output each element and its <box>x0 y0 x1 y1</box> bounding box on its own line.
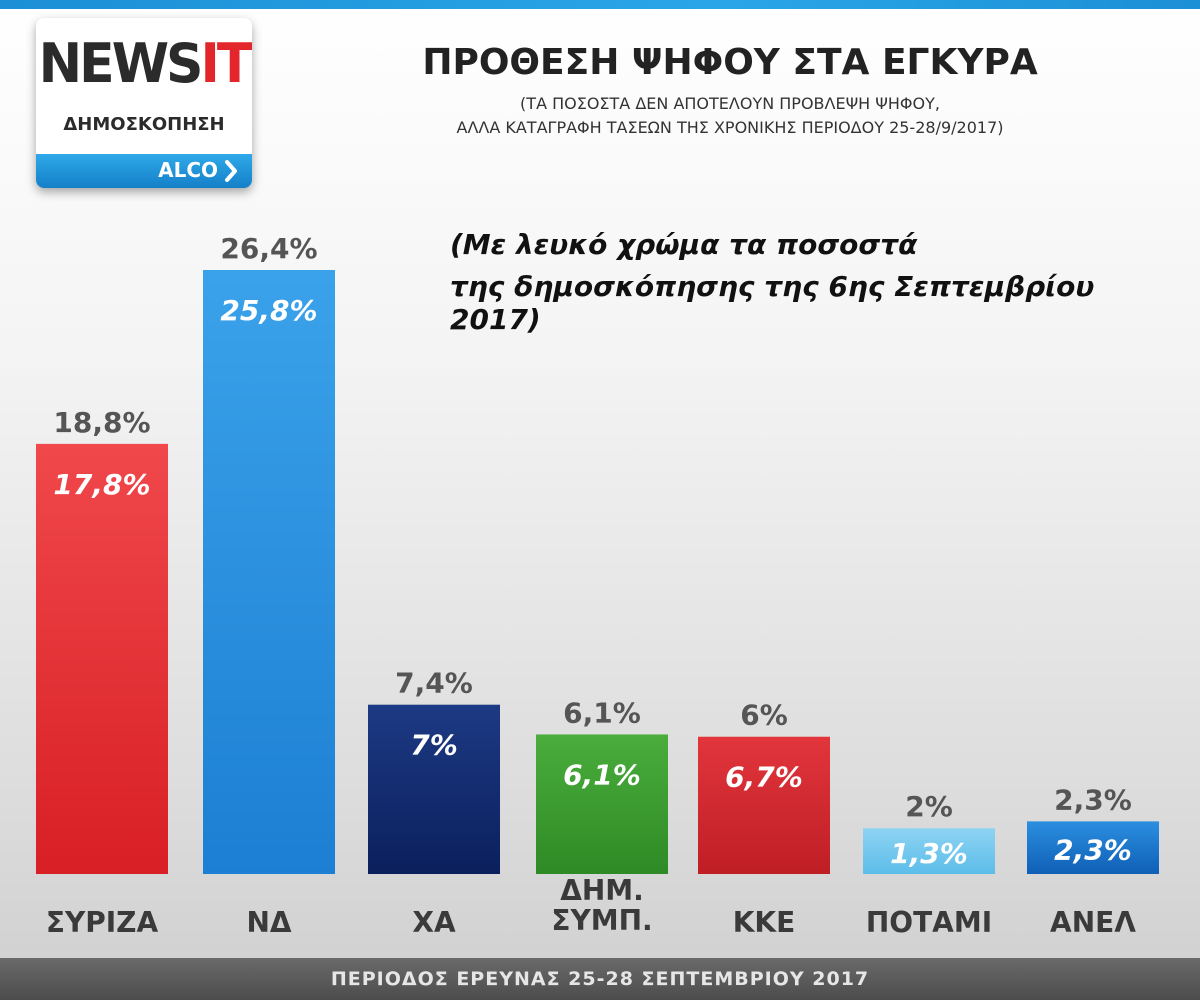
category-label-2-0: ΧΑ <box>412 906 456 939</box>
category-label-6-0: ΑΝΕΛ <box>1050 906 1136 939</box>
category-label-4-0: ΚΚΕ <box>733 906 796 939</box>
bar-2 <box>368 704 500 874</box>
previous-label-1: 25,8% <box>220 294 317 327</box>
previous-label-5: 1,3% <box>890 837 968 870</box>
category-label-1-0: ΝΔ <box>246 906 291 939</box>
previous-label-2: 7% <box>410 729 458 762</box>
chevron-right-icon <box>225 160 237 182</box>
category-label-0-0: ΣΥΡΙΖΑ <box>46 906 159 939</box>
bar-0 <box>36 443 168 874</box>
category-label-5-0: ΠΟΤΑΜΙ <box>866 906 992 939</box>
value-label-4: 6% <box>740 699 788 732</box>
footer-text: ΠΕΡΙΟΔΟΣ ΕΡΕΥΝΑΣ 25-28 ΣΕΠΤΕΜΒΡΙΟΥ 2017 <box>330 968 870 990</box>
value-label-6: 2,3% <box>1054 783 1132 816</box>
chart-subtitle-line2: ΑΛΛΑ ΚΑΤΑΓΡΑΦΗ ΤΑΣΕΩΝ ΤΗΣ ΧΡΟΝΙΚΗΣ ΠΕΡΙΟ… <box>456 118 1004 137</box>
bar-1 <box>203 270 335 874</box>
logo-wordmark: NEWSIT <box>38 32 252 96</box>
previous-label-0: 17,8% <box>53 468 150 501</box>
value-label-0: 18,8% <box>53 406 150 439</box>
value-label-1: 26,4% <box>220 232 317 265</box>
top-stripe <box>0 0 1200 9</box>
value-label-2: 7,4% <box>395 667 473 700</box>
logo-subtitle: ΔΗΜΟΣΚΟΠΗΣΗ <box>63 114 225 135</box>
logo-partner-band: ALCO <box>36 154 252 188</box>
value-label-3: 6,1% <box>563 696 641 729</box>
category-label-3-0: ΔΗΜ. <box>560 874 644 907</box>
bar-4 <box>698 736 830 874</box>
chart-subtitle-line1: (ΤΑ ΠΟΣΟΣΤΑ ΔΕΝ ΑΠΟΤΕΛΟΥΝ ΠΡΟΒΛΕΨΗ ΨΗΦΟΥ… <box>520 94 940 113</box>
bar-3 <box>536 734 668 874</box>
newsit-logo: NEWSIT ΔΗΜΟΣΚΟΠΗΣΗ ALCO <box>36 18 252 188</box>
previous-label-6: 2,3% <box>1054 834 1132 867</box>
legend-note-line1: (Με λευκό χρώμα τα ποσοστά <box>450 228 918 261</box>
chart-title: ΠΡΟΘΕΣΗ ΨΗΦΟΥ ΣΤΑ ΕΓΚΥΡΑ <box>422 42 1038 83</box>
category-label-3-1: ΣΥΜΠ. <box>551 904 652 937</box>
footer-bar: ΠΕΡΙΟΔΟΣ ΕΡΕΥΝΑΣ 25-28 ΣΕΠΤΕΜΒΡΙΟΥ 2017 <box>0 958 1200 1000</box>
value-label-5: 2% <box>905 790 953 823</box>
legend-note-line2: της δημοσκόπησης της 6ης Σεπτεμβρίου 201… <box>450 270 1095 336</box>
bar-6 <box>1027 821 1159 874</box>
bar-5 <box>863 828 995 874</box>
logo-partner-name: ALCO <box>158 158 218 182</box>
bar-chart: 18,8% 17,8% ΣΥΡΙΖΑ 26,4% 25,8% ΝΔ 7,4% 7% ΧΑ 6,1%… <box>36 232 1159 939</box>
previous-label-4: 6,7% <box>725 761 803 794</box>
previous-label-3: 6,1% <box>563 758 641 791</box>
